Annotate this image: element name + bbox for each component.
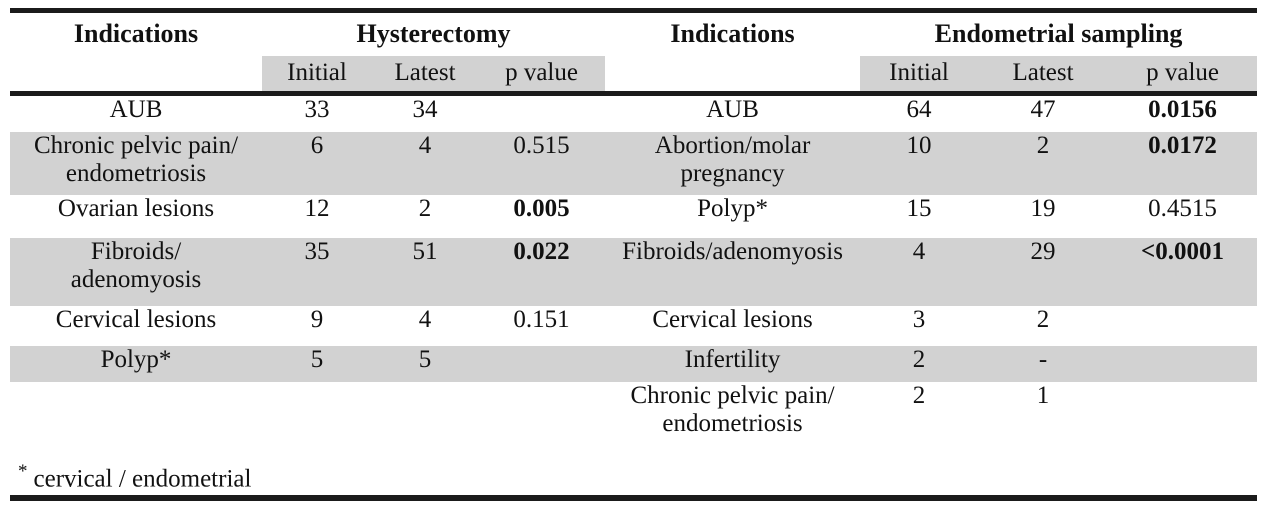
left-latest-cell: 2 <box>372 194 478 238</box>
left-indication-cell: AUB <box>10 93 262 132</box>
footnote-asterisk: * <box>18 460 28 482</box>
right-initial-cell: 3 <box>860 305 979 346</box>
left-initial-cell: 5 <box>262 345 372 382</box>
left-indication-cell: Polyp* <box>10 345 262 382</box>
right-indication-cell: Cervical lesions <box>605 305 861 346</box>
left-initial-cell <box>262 381 372 446</box>
left-initial-cell: 12 <box>262 194 372 238</box>
left-latest-cell: 34 <box>372 93 478 132</box>
hysterectomy-group-header: Hysterectomy <box>262 10 606 56</box>
right-latest-cell: 2 <box>978 305 1109 346</box>
right-indication-cell: Abortion/molar pregnancy <box>605 131 861 195</box>
right-latest-cell: 47 <box>978 93 1109 132</box>
right-latest-cell: 29 <box>978 237 1109 306</box>
left-pvalue-cell <box>478 381 606 446</box>
left-initial-header: Initial <box>262 55 372 96</box>
left-pvalue-cell <box>478 93 606 132</box>
right-latest-cell: - <box>978 345 1109 382</box>
right-latest-cell: 2 <box>978 131 1109 195</box>
table-row: Polyp* 5 5 Infertility 2 - <box>10 345 1258 382</box>
table-row: Ovarian lesions 12 2 0.005 Polyp* 15 19 … <box>10 194 1258 238</box>
right-pvalue-cell <box>1108 345 1258 382</box>
right-indications-header: Indications <box>605 10 861 56</box>
left-latest-header: Latest <box>372 55 478 96</box>
right-indication-cell: Fibroids/adenomyosis <box>605 237 861 306</box>
right-pvalue-cell: <0.0001 <box>1108 237 1258 306</box>
right-pvalue-cell: 0.4515 <box>1108 194 1258 238</box>
endometrial-sampling-group-header: Endometrial sampling <box>860 10 1258 56</box>
right-pvalue-cell <box>1108 381 1258 446</box>
left-initial-cell: 6 <box>262 131 372 195</box>
left-latest-cell: 4 <box>372 131 478 195</box>
left-latest-cell: 51 <box>372 237 478 306</box>
table-row: Cervical lesions 9 4 0.151 Cervical lesi… <box>10 305 1258 346</box>
left-pvalue-cell <box>478 345 606 382</box>
left-indication-cell: Cervical lesions <box>10 305 262 346</box>
right-indication-cell: Chronic pelvic pain/ endometriosis <box>605 381 861 446</box>
left-latest-cell: 5 <box>372 345 478 382</box>
right-latest-cell: 19 <box>978 194 1109 238</box>
right-initial-cell: 64 <box>860 93 979 132</box>
footnote-row: * cervical / endometrial <box>10 445 1258 498</box>
left-pvalue-header: p value <box>478 55 606 96</box>
right-indication-cell: Polyp* <box>605 194 861 238</box>
right-initial-cell: 15 <box>860 194 979 238</box>
left-latest-cell: 4 <box>372 305 478 346</box>
group-header-row: Indications Hysterectomy Indications End… <box>10 10 1258 56</box>
left-indication-cell: Fibroids/ adenomyosis <box>10 237 262 306</box>
left-pvalue-cell: 0.515 <box>478 131 606 195</box>
table-row: Fibroids/ adenomyosis 35 51 0.022 Fibroi… <box>10 237 1258 306</box>
left-indications-header: Indications <box>10 10 262 56</box>
right-pvalue-header: p value <box>1108 55 1258 96</box>
left-latest-cell <box>372 381 478 446</box>
footnote-text: cervical / endometrial <box>33 464 252 492</box>
footnote: * cervical / endometrial <box>10 445 1258 498</box>
left-initial-cell: 9 <box>262 305 372 346</box>
right-latest-cell: 1 <box>978 381 1109 446</box>
right-pvalue-cell: 0.0156 <box>1108 93 1258 132</box>
left-pvalue-cell: 0.151 <box>478 305 606 346</box>
right-initial-cell: 2 <box>860 345 979 382</box>
right-indications-spacer <box>605 55 861 96</box>
left-indications-spacer <box>10 55 262 96</box>
table-row: Chronic pelvic pain/ endometriosis 2 1 <box>10 381 1258 446</box>
right-indication-cell: AUB <box>605 93 861 132</box>
left-initial-cell: 35 <box>262 237 372 306</box>
right-initial-cell: 2 <box>860 381 979 446</box>
left-indication-cell: Ovarian lesions <box>10 194 262 238</box>
left-indication-cell <box>10 381 262 446</box>
left-pvalue-cell: 0.022 <box>478 237 606 306</box>
left-initial-cell: 33 <box>262 93 372 132</box>
table-row: Chronic pelvic pain/ endometriosis 6 4 0… <box>10 131 1258 195</box>
right-initial-header: Initial <box>860 55 979 96</box>
right-initial-cell: 10 <box>860 131 979 195</box>
left-pvalue-cell: 0.005 <box>478 194 606 238</box>
right-latest-header: Latest <box>978 55 1109 96</box>
right-pvalue-cell: 0.0172 <box>1108 131 1258 195</box>
left-indication-cell: Chronic pelvic pain/ endometriosis <box>10 131 262 195</box>
table-row: AUB 33 34 AUB 64 47 0.0156 <box>10 93 1258 132</box>
right-pvalue-cell <box>1108 305 1258 346</box>
indications-table: Indications Hysterectomy Indications End… <box>10 8 1258 501</box>
right-indication-cell: Infertility <box>605 345 861 382</box>
right-initial-cell: 4 <box>860 237 979 306</box>
sub-header-row: Initial Latest p value Initial Latest p … <box>10 55 1258 96</box>
